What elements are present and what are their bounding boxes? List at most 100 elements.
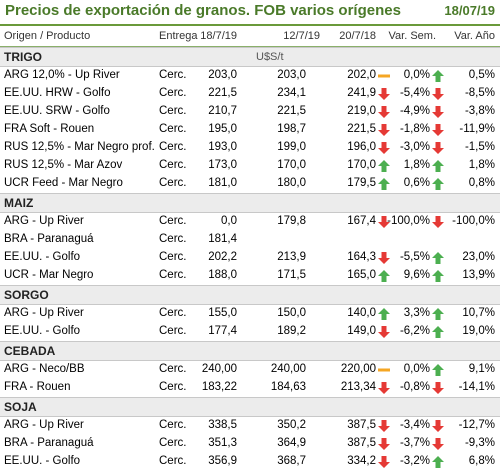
column-header-row: Origen / Producto Entrega 18/7/19 12/7/1… — [0, 24, 500, 47]
header-date-3: 20/7/18 — [339, 30, 376, 42]
cell-var-sem: -3,0% — [399, 141, 430, 153]
section-name: SOJA — [4, 400, 37, 414]
down-arrow-icon — [378, 124, 390, 136]
cell-price-prev-week: 213,9 — [277, 251, 306, 263]
up-arrow-icon — [432, 308, 444, 320]
price-table: TRIGO U$S/t ARG 12,0% - Up River Cerc. 203,0… — [0, 47, 500, 471]
cell-price-prev-year: 202,0 — [347, 69, 376, 81]
cell-var-sem: -5,5% — [399, 251, 430, 263]
cell-var-sem: -1,8% — [399, 123, 430, 135]
cell-price-current: 181,0 — [208, 177, 237, 189]
flat-dash-icon — [378, 70, 390, 82]
cell-var-sem: -3,4% — [399, 419, 430, 431]
table-row: ARG - Up River Cerc. 0,0 179,8 167,4 -100,0% -… — [0, 213, 500, 231]
cell-price-prev-week: 350,2 — [277, 419, 306, 431]
down-arrow-icon — [378, 142, 390, 154]
section-name: TRIGO — [4, 50, 42, 64]
section-header: SORGO — [0, 285, 500, 305]
down-arrow-icon — [378, 88, 390, 100]
up-arrow-icon — [378, 160, 390, 172]
cell-price-prev-week: 240,00 — [270, 363, 306, 375]
table-row: EE.UU. - Golfo Cerc. 202,2 213,9 164,3 -5,5% 2… — [0, 249, 500, 267]
cell-product: RUS 12,5% - Mar Negro prof. — [4, 141, 155, 153]
header-date-1: 18/7/19 — [200, 30, 237, 42]
cell-var-sem: -3,7% — [399, 437, 430, 449]
cell-entrega: Cerc. — [159, 87, 187, 99]
cell-price-prev-week: 170,0 — [277, 159, 306, 171]
table-row: EE.UU. HRW - Golfo Cerc. 221,5 234,1 241,9 -5… — [0, 85, 500, 103]
cell-price-prev-year: 219,0 — [347, 105, 376, 117]
table-row: ARG - Up River Cerc. 155,0 150,0 140,0 3,3% 10… — [0, 305, 500, 323]
cell-var-sem: -5,4% — [399, 87, 430, 99]
up-arrow-icon — [432, 364, 444, 376]
section-header: SOJA — [0, 397, 500, 417]
cell-price-prev-week: 179,8 — [277, 215, 306, 227]
down-arrow-icon — [378, 438, 390, 450]
cell-entrega: Cerc. — [159, 307, 187, 319]
cell-product: ARG 12,0% - Up River — [4, 69, 120, 81]
cell-price-current: 240,00 — [201, 363, 237, 375]
header-product: Origen / Producto — [4, 30, 91, 42]
cell-price-prev-week: 171,5 — [277, 269, 306, 281]
section-name: CEBADA — [4, 344, 56, 358]
down-arrow-icon — [378, 456, 390, 468]
header-var-sem: Var. Sem. — [388, 30, 436, 42]
cell-entrega: Cerc. — [159, 419, 187, 431]
cell-product: UCR - Mar Negro — [4, 269, 94, 281]
up-arrow-icon — [378, 178, 390, 190]
cell-entrega: Cerc. — [159, 363, 187, 375]
cell-price-current: 155,0 — [208, 307, 237, 319]
down-arrow-icon — [378, 106, 390, 118]
section-header: CEBADA — [0, 341, 500, 361]
up-arrow-icon — [378, 270, 390, 282]
cell-price-prev-week: 180,0 — [277, 177, 306, 189]
cell-var-ano: -11,9% — [459, 123, 495, 135]
table-row: EE.UU. SRW - Golfo Cerc. 210,7 221,5 219,0 -4… — [0, 103, 500, 121]
cell-price-current: 177,4 — [208, 325, 237, 337]
cell-var-ano: -12,7% — [458, 419, 495, 431]
cell-var-sem: 1,8% — [403, 159, 430, 171]
down-arrow-icon — [378, 420, 390, 432]
cell-price-current: 183,22 — [201, 381, 237, 393]
table-row: UCR Feed - Mar Negro Cerc. 181,0 180,0 179,5… — [0, 175, 500, 193]
down-arrow-icon — [432, 88, 444, 100]
cell-product: FRA Soft - Rouen — [4, 123, 95, 135]
title-bar: Precios de exportación de granos. FOB va… — [0, 0, 500, 24]
table-row: EE.UU. - Golfo Cerc. 356,9 368,7 334,2 -3,2% 6… — [0, 453, 500, 471]
table-row: ARG - Neco/BB Cerc. 240,00 240,00 220,00 0,0%… — [0, 361, 500, 379]
table-row: ARG - Up River Cerc. 338,5 350,2 387,5 -3,4% -… — [0, 417, 500, 435]
cell-entrega: Cerc. — [159, 69, 187, 81]
cell-product: EE.UU. SRW - Golfo — [4, 105, 110, 117]
table-row: UCR - Mar Negro Cerc. 188,0 171,5 165,0 9,6% 1… — [0, 267, 500, 285]
cell-entrega: Cerc. — [159, 105, 187, 117]
down-arrow-icon — [378, 326, 390, 338]
cell-price-prev-year: 170,0 — [347, 159, 376, 171]
cell-product: ARG - Up River — [4, 419, 84, 431]
table-row: BRA - Paranaguá Cerc. 181,4 — [0, 231, 500, 249]
cell-price-prev-week: 150,0 — [277, 307, 306, 319]
down-arrow-icon — [378, 252, 390, 264]
cell-price-current: 210,7 — [208, 105, 237, 117]
cell-price-prev-week: 221,5 — [277, 105, 306, 117]
down-arrow-icon — [432, 438, 444, 450]
down-arrow-icon — [432, 124, 444, 136]
cell-var-sem: 0,0% — [403, 69, 430, 81]
table-row: RUS 12,5% - Mar Negro prof. Cerc. 193,0 199… — [0, 139, 500, 157]
cell-product: ARG - Neco/BB — [4, 363, 85, 375]
cell-price-current: 221,5 — [208, 87, 237, 99]
down-arrow-icon — [432, 216, 444, 228]
cell-var-sem: 0,6% — [403, 177, 430, 189]
cell-price-current: 203,0 — [208, 69, 237, 81]
up-arrow-icon — [432, 178, 444, 190]
cell-price-current: 338,5 — [208, 419, 237, 431]
cell-var-ano: 0,8% — [468, 177, 495, 189]
section-header: MAIZ — [0, 193, 500, 213]
cell-price-prev-week: 203,0 — [277, 69, 306, 81]
cell-entrega: Cerc. — [159, 437, 187, 449]
section-header: TRIGO U$S/t — [0, 47, 500, 67]
cell-product: UCR Feed - Mar Negro — [4, 177, 123, 189]
table-row: BRA - Paranaguá Cerc. 351,3 364,9 387,5 -3,7%… — [0, 435, 500, 453]
section-unit: U$S/t — [256, 51, 284, 63]
cell-var-sem: -6,2% — [399, 325, 430, 337]
cell-price-prev-year: 241,9 — [347, 87, 376, 99]
